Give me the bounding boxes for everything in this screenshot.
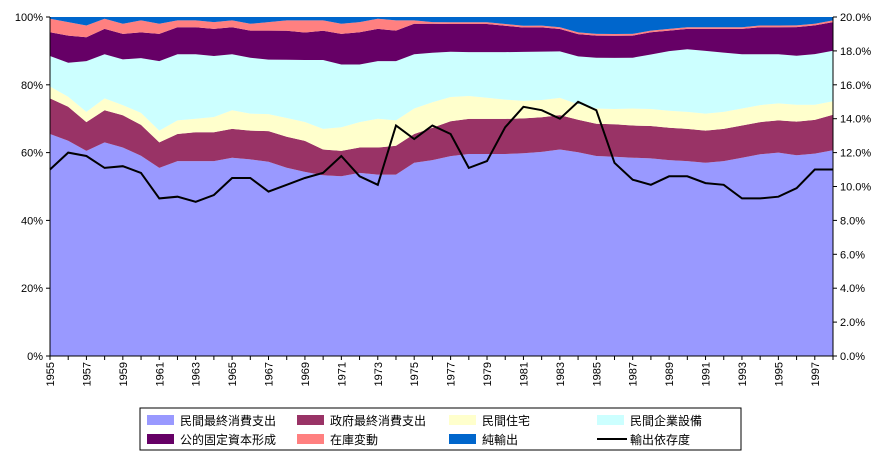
right-tick-label: 10.0%: [840, 182, 871, 194]
legend-label: 民間住宅: [482, 413, 530, 428]
area-series-1: [50, 98, 833, 177]
legend-swatch: [297, 415, 324, 425]
area-series-5: [50, 18, 833, 38]
legend-label: 民間最終消費支出: [180, 413, 276, 428]
x-tick-label: 1983: [555, 362, 567, 386]
x-tick-label: 1971: [336, 362, 348, 386]
right-tick-label: 14.0%: [840, 114, 871, 126]
legend-box: [139, 407, 742, 451]
legend-swatch: [449, 415, 476, 425]
right-tick-label: 20.0%: [840, 12, 871, 24]
x-tick-label: 1965: [227, 362, 239, 386]
export-dependency-line: [49, 100, 833, 203]
left-tick-label: 80%: [21, 80, 43, 92]
area-series-0: [50, 134, 833, 356]
right-tick-label: 18.0%: [840, 46, 871, 58]
left-tick-label: 40%: [21, 215, 43, 227]
x-tick-label: 1985: [591, 362, 603, 386]
right-tick-label: 8.0%: [840, 215, 865, 227]
right-tick-label: 12.0%: [840, 148, 871, 160]
left-tick-label: 0%: [27, 351, 43, 363]
x-tick-label: 1959: [118, 362, 130, 386]
x-tick-label: 1957: [81, 362, 93, 386]
x-tick-label: 1975: [409, 362, 421, 386]
legend-label: 民間企業設備: [630, 413, 702, 428]
legend-label: 純輸出: [482, 432, 518, 447]
x-tick-label: 1981: [518, 362, 530, 386]
left-tick-label: 20%: [21, 283, 43, 295]
right-tick-label: 4.0%: [840, 283, 865, 295]
x-tick-label: 1961: [154, 362, 166, 386]
x-tick-label: 1967: [264, 362, 276, 386]
legend-swatch: [449, 434, 476, 444]
x-tick-label: 1995: [773, 362, 785, 386]
legend-label: 公的固定資本形成: [180, 432, 276, 447]
x-tick-label: 1987: [628, 362, 640, 386]
right-tick-label: 6.0%: [840, 249, 865, 261]
area-series-2: [50, 86, 833, 151]
x-tick-label: 1989: [664, 362, 676, 386]
legend-label: 政府最終消費支出: [330, 413, 426, 428]
left-tick-label: 100%: [15, 12, 43, 24]
legend-swatch: [597, 415, 624, 425]
x-tick-label: 1993: [737, 362, 749, 386]
area-series-3: [50, 49, 833, 131]
x-tick-label: 1955: [45, 362, 57, 386]
x-tick-label: 1963: [191, 362, 203, 386]
x-tick-label: 1977: [446, 362, 458, 386]
legend-swatch: [297, 434, 324, 444]
stacked-areas: [50, 17, 833, 356]
x-tick-label: 1997: [810, 362, 822, 386]
left-tick-label: 60%: [21, 148, 43, 160]
x-tick-label: 1991: [701, 362, 713, 386]
x-tick-label: 1973: [373, 362, 385, 386]
axes: 0% 20% 40% 60% 80% 100% 0.0% 2.0% 4.0% 6.0% 8.0% 10…: [15, 12, 872, 386]
area-series-4: [50, 22, 833, 65]
legend-swatch: [147, 434, 174, 444]
legend-label: 輸出依存度: [630, 432, 690, 447]
right-tick-label: 16.0%: [840, 80, 871, 92]
x-tick-label: 1979: [482, 362, 494, 386]
right-tick-label: 0.0%: [840, 351, 865, 363]
legend-swatch: [147, 415, 174, 425]
export-dependency-line-layer: [49, 100, 833, 203]
area-series-6: [50, 17, 833, 34]
legend-label: 在庫変動: [330, 432, 378, 447]
right-tick-label: 2.0%: [840, 317, 865, 329]
x-tick-label: 1969: [300, 362, 312, 386]
